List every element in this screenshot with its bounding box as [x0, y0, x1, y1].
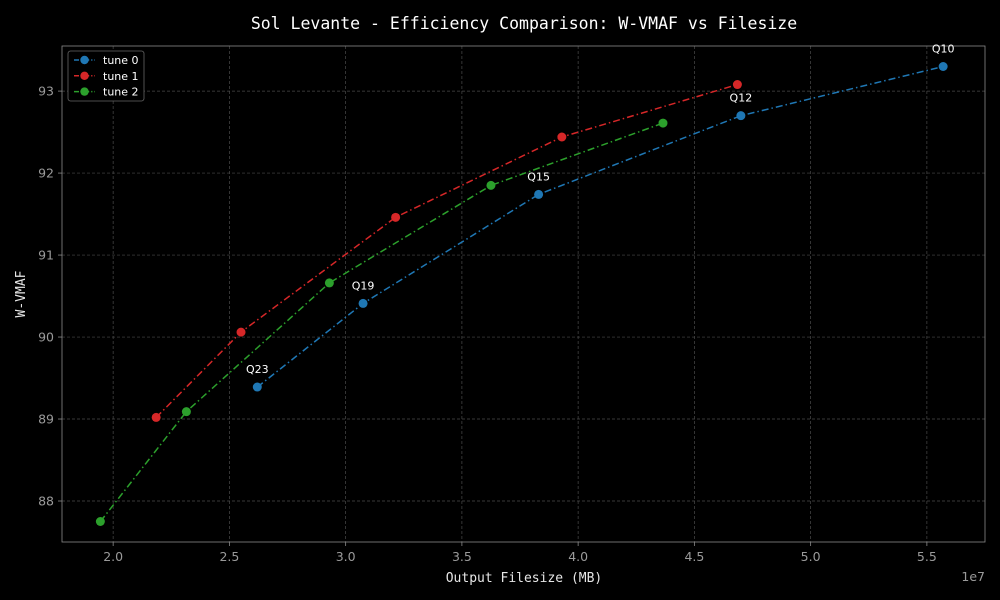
- legend-item: tune 1: [74, 70, 139, 83]
- data-point: [151, 412, 161, 422]
- legend-marker: [80, 55, 89, 65]
- data-point: [95, 517, 105, 527]
- x-axis-offset-label: 1e7: [961, 569, 985, 584]
- legend-item: tune 2: [74, 86, 139, 99]
- data-point: [181, 407, 191, 417]
- y-tick-label: 93: [38, 84, 54, 99]
- series-layer: [95, 61, 948, 527]
- y-tick-label: 91: [38, 248, 54, 263]
- y-tick-label: 89: [38, 412, 54, 427]
- legend-label: tune 1: [103, 70, 139, 83]
- data-point: [486, 180, 496, 190]
- x-tick-label: 2.5: [219, 549, 239, 564]
- series-tune-2: [95, 118, 668, 527]
- y-tick-label: 90: [38, 330, 54, 345]
- x-tick-label: 3.0: [336, 549, 356, 564]
- data-point: [391, 212, 401, 222]
- data-point: [557, 132, 567, 142]
- y-tick-label: 88: [38, 494, 54, 509]
- plot-frame: [61, 45, 986, 543]
- legend-label: tune 0: [103, 54, 139, 67]
- data-point: [324, 278, 334, 288]
- x-tick-label: 2.0: [103, 549, 123, 564]
- y-tick-label: 92: [38, 166, 54, 181]
- series-line: [256, 65, 944, 388]
- series-tune-1: [151, 80, 742, 422]
- legend-marker: [80, 71, 89, 81]
- plot-area: 2.0 2.5 3.0 3.5 4.0 4.5 5.0 5.5 88 89 90 91 92 93 Q23…: [38, 42, 986, 564]
- y-axis-label: W-VMAF: [14, 270, 29, 317]
- x-tick-label: 5.0: [801, 549, 821, 564]
- data-point: [938, 61, 948, 71]
- x-tick-label: 4.5: [684, 549, 704, 564]
- data-point: [736, 111, 746, 121]
- series-tune-0: [252, 61, 948, 392]
- series-line: [99, 122, 664, 522]
- data-point: [658, 118, 668, 128]
- point-label: Q10: [932, 42, 955, 55]
- legend-item: tune 0: [74, 54, 139, 67]
- axis-ticks: 2.0 2.5 3.0 3.5 4.0 4.5 5.0 5.5 88 89 90 91 92 93: [38, 84, 937, 564]
- data-point: [732, 80, 742, 90]
- x-axis-label: Output Filesize (MB): [446, 571, 603, 586]
- point-label: Q12: [730, 92, 753, 105]
- point-label: Q23: [246, 363, 269, 376]
- point-label: Q15: [527, 170, 550, 183]
- point-label: Q19: [352, 279, 375, 292]
- data-point: [252, 382, 262, 392]
- legend: tune 0 tune 1 tune 2: [67, 50, 145, 102]
- data-point: [358, 298, 368, 308]
- data-point: [236, 327, 246, 337]
- data-point: [534, 189, 544, 199]
- chart-title: Sol Levante - Efficiency Comparison: W-V…: [251, 14, 797, 33]
- x-tick-label: 3.5: [452, 549, 472, 564]
- x-tick-label: 5.5: [917, 549, 937, 564]
- legend-marker: [80, 87, 89, 96]
- x-tick-label: 4.0: [568, 549, 588, 564]
- annotations: Q23 Q19 Q15 Q12 Q10: [246, 42, 955, 376]
- legend-label: tune 2: [103, 86, 139, 99]
